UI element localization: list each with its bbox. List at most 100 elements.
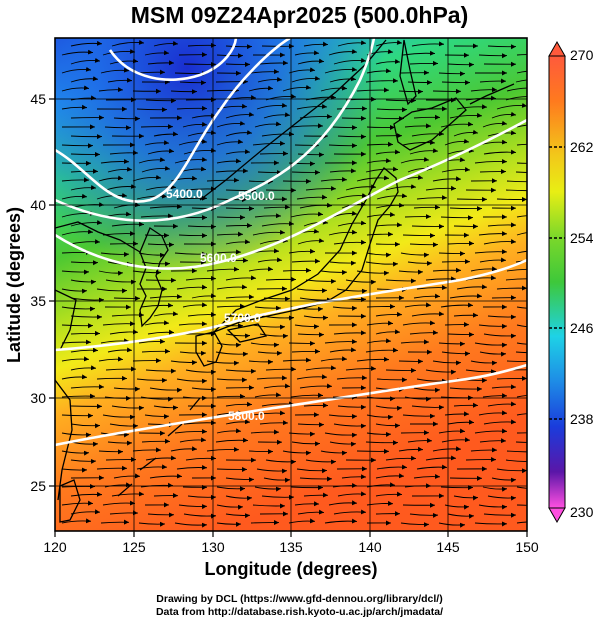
wind-streamline (70, 347, 99, 353)
wind-streamline (483, 512, 517, 518)
wind-streamline (61, 518, 92, 524)
wind-streamline (185, 275, 217, 281)
wind-streamline (187, 224, 217, 230)
wind-streamline (341, 474, 367, 480)
wind-streamline (365, 347, 399, 353)
wind-streamline (413, 204, 441, 210)
wind-streamline (478, 410, 508, 416)
wind-streamline (259, 333, 289, 339)
colorbar-tick-label: 238 (570, 411, 594, 427)
wind-streamline (329, 168, 357, 174)
wind-streamline (179, 350, 207, 356)
wind-streamline (337, 491, 367, 497)
wind-streamline (375, 423, 401, 429)
wind-streamline (98, 175, 124, 182)
wind-streamline (438, 522, 466, 528)
wind-streamline (291, 258, 321, 264)
wind-streamline (174, 428, 208, 434)
wind-streamline (70, 95, 97, 101)
wind-streamline (478, 53, 508, 59)
wind-streamline (178, 504, 208, 510)
wind-streamline (179, 437, 207, 443)
wind-streamline (516, 486, 527, 489)
wind-streamline (250, 69, 280, 75)
wind-streamline (441, 166, 471, 173)
wind-streamline (366, 231, 394, 237)
colorbar-gradient (548, 55, 566, 509)
wind-streamline (297, 238, 325, 245)
x-tick-label: 135 (279, 539, 303, 555)
wind-streamline (257, 76, 283, 83)
x-tick-label: 120 (43, 539, 67, 555)
x-tick-label: 145 (436, 539, 460, 555)
wind-streamline (478, 231, 508, 237)
wind-streamline (147, 329, 175, 335)
wind-streamline (102, 231, 136, 237)
wind-streamline (297, 58, 325, 65)
wind-streamline (337, 404, 367, 410)
wind-streamline (61, 374, 88, 380)
wind-streamline (478, 504, 508, 510)
wind-streamline (113, 116, 141, 122)
wind-streamline (479, 438, 507, 444)
wind-streamline (329, 441, 357, 447)
wind-streamline (506, 450, 527, 453)
wind-streamline (191, 113, 217, 119)
wind-streamline (456, 284, 488, 290)
wind-streamline (144, 50, 170, 56)
contour-label-5800: 5800.0 (228, 409, 265, 423)
wind-streamline (400, 522, 430, 528)
wind-streamline (282, 84, 312, 92)
y-tick-labels: 25 30 35 40 45 (30, 91, 46, 494)
wind-streamline (296, 194, 328, 200)
wind-streamline (282, 450, 312, 456)
wind-streamline (254, 305, 282, 311)
x-tick-label: 125 (122, 539, 146, 555)
wind-streamline (515, 260, 527, 263)
wind-streamline (453, 495, 479, 501)
wind-streamline (104, 482, 132, 488)
wind-streamline (225, 188, 257, 194)
wind-streamline (107, 440, 133, 446)
wind-streamline (297, 422, 325, 428)
wind-streamline (291, 348, 321, 354)
wind-streamline (70, 76, 99, 83)
wind-streamline (136, 107, 168, 113)
x-tick-label: 150 (515, 539, 539, 555)
wind-streamline (61, 339, 92, 345)
height-contours (55, 38, 527, 447)
wind-streamline (70, 509, 101, 515)
wind-streamline (398, 269, 424, 275)
wind-streamline (178, 233, 208, 239)
wind-streamline (474, 342, 508, 348)
wind-streamline (185, 186, 217, 192)
korean-peninsula-outline (139, 227, 169, 328)
wind-streamline (178, 138, 208, 146)
wind-streamline (98, 87, 124, 93)
wind-streamline (254, 121, 282, 128)
wind-streamline (252, 324, 286, 330)
wind-streamline (113, 386, 141, 392)
wind-streamline (206, 266, 240, 272)
wind-streamline (61, 413, 94, 419)
wind-streamline (149, 473, 183, 479)
wind-streamline (375, 116, 405, 122)
colorbar-tick-label: 230 (570, 504, 594, 520)
wind-streamline (136, 377, 168, 383)
wind-streamline (447, 332, 475, 338)
wind-streamline (147, 60, 175, 66)
wind-streamline (248, 359, 274, 365)
wind-streamline (474, 158, 508, 164)
wind-streamline (409, 242, 439, 248)
colorbar-min-arrow (548, 507, 566, 524)
wind-streamline (254, 486, 282, 492)
wind-streamline (216, 342, 242, 348)
wind-streamline (138, 157, 166, 164)
wind-streamline (61, 269, 90, 275)
wind-streamline (141, 438, 171, 444)
wind-streamline (505, 278, 527, 281)
wind-streamline (225, 44, 253, 50)
wind-streamline (70, 185, 97, 191)
wind-streamline (225, 239, 251, 245)
wind-streamline (113, 473, 141, 479)
